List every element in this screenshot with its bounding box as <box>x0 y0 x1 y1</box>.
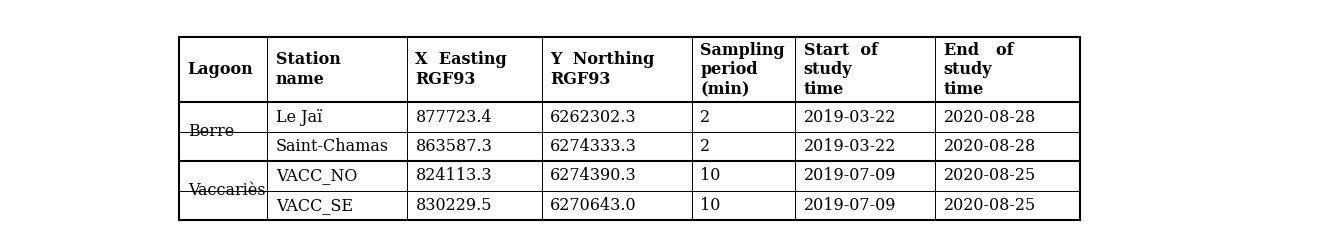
Text: Lagoon: Lagoon <box>187 61 254 78</box>
Text: 2020-08-25: 2020-08-25 <box>943 197 1035 214</box>
Text: Sampling
period
(min): Sampling period (min) <box>700 42 784 98</box>
Text: VACC_NO: VACC_NO <box>275 167 357 184</box>
Text: 2: 2 <box>700 138 711 155</box>
Text: 2019-07-09: 2019-07-09 <box>804 197 896 214</box>
Text: 2019-03-22: 2019-03-22 <box>804 138 896 155</box>
Text: 2020-08-25: 2020-08-25 <box>943 167 1035 184</box>
Text: Station
name: Station name <box>275 51 341 88</box>
Text: 830229.5: 830229.5 <box>415 197 492 214</box>
Text: Berre: Berre <box>187 123 234 140</box>
Text: 2: 2 <box>700 109 711 126</box>
Text: 2020-08-28: 2020-08-28 <box>943 138 1035 155</box>
Text: 10: 10 <box>700 167 720 184</box>
Text: 863587.3: 863587.3 <box>415 138 493 155</box>
Text: 10: 10 <box>700 197 720 214</box>
Text: 6274390.3: 6274390.3 <box>550 167 637 184</box>
Text: Start  of
study
time: Start of study time <box>804 42 878 98</box>
Text: 6262302.3: 6262302.3 <box>550 109 637 126</box>
Text: 824113.3: 824113.3 <box>415 167 492 184</box>
Text: 6274333.3: 6274333.3 <box>550 138 637 155</box>
Text: VACC_SE: VACC_SE <box>275 197 353 214</box>
Text: Y  Northing
RGF93: Y Northing RGF93 <box>550 51 655 88</box>
Text: 2019-03-22: 2019-03-22 <box>804 109 896 126</box>
Text: X  Easting
RGF93: X Easting RGF93 <box>415 51 508 88</box>
Text: 2019-07-09: 2019-07-09 <box>804 167 896 184</box>
Text: 6270643.0: 6270643.0 <box>550 197 637 214</box>
Text: End   of
study
time: End of study time <box>943 42 1013 98</box>
Text: Vaccariès: Vaccariès <box>187 182 266 199</box>
Text: 2020-08-28: 2020-08-28 <box>943 109 1035 126</box>
Text: 877723.4: 877723.4 <box>415 109 492 126</box>
Text: Saint-Chamas: Saint-Chamas <box>275 138 389 155</box>
Text: Le Jaï: Le Jaï <box>275 109 322 126</box>
